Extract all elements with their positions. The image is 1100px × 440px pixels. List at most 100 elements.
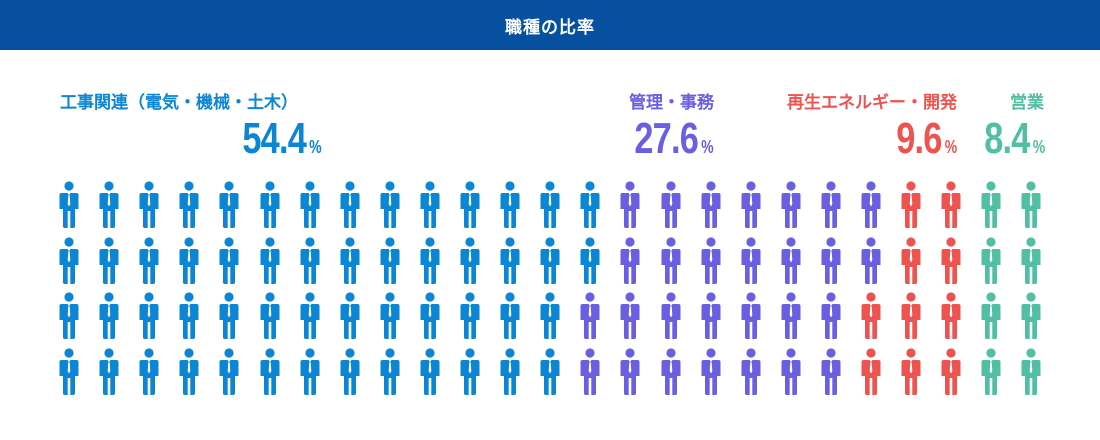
person-icon-engineering xyxy=(59,236,79,289)
person-icon-energy xyxy=(861,347,881,400)
person-icon-admin xyxy=(741,181,761,233)
person-icon-energy xyxy=(901,292,921,344)
person-icon-engineering xyxy=(500,181,520,233)
person-icon-engineering xyxy=(99,181,119,233)
person-icon-engineering xyxy=(179,292,199,344)
person-icon-engineering xyxy=(59,292,79,344)
person-icon-sales xyxy=(1021,292,1041,344)
person-icon-admin xyxy=(661,347,681,400)
person-icon-sales xyxy=(981,181,1001,233)
person-icon-engineering xyxy=(540,236,560,289)
value-sales: 8.4% xyxy=(984,117,1045,161)
person-icon-engineering xyxy=(420,292,440,344)
label-admin: 管理・事務 xyxy=(629,93,714,113)
person-icon-engineering xyxy=(540,347,560,400)
person-icon-engineering xyxy=(260,292,280,344)
person-icon-admin xyxy=(701,292,721,344)
person-icon-engineering xyxy=(380,347,400,400)
person-icon-energy xyxy=(901,347,921,400)
person-icon-admin xyxy=(781,181,801,233)
person-icon-engineering xyxy=(340,292,360,344)
value-energy-unit: % xyxy=(944,137,957,157)
person-icon-admin xyxy=(821,292,841,344)
person-icon-engineering xyxy=(219,347,239,400)
chart-title: 職種の比率 xyxy=(505,17,595,38)
person-icon-engineering xyxy=(260,181,280,233)
person-icon-energy xyxy=(941,292,961,344)
person-icon-engineering xyxy=(300,292,320,344)
person-icon-engineering xyxy=(500,292,520,344)
person-icon-engineering xyxy=(99,236,119,289)
person-icon-engineering xyxy=(540,292,560,344)
person-icon-engineering xyxy=(179,236,199,289)
value-sales-number: 8.4 xyxy=(984,114,1030,163)
person-icon-engineering xyxy=(300,181,320,233)
person-icon-energy xyxy=(901,181,921,233)
person-icon-engineering xyxy=(59,347,79,400)
person-icon-admin xyxy=(620,292,640,344)
person-icon-engineering xyxy=(580,181,600,233)
person-icon-engineering xyxy=(460,181,480,233)
person-icon-sales xyxy=(981,236,1001,289)
person-icon-admin xyxy=(821,181,841,233)
person-icon-admin xyxy=(781,236,801,289)
person-icon-engineering xyxy=(219,292,239,344)
person-icon-admin xyxy=(580,292,600,344)
title-bar: 職種の比率 xyxy=(0,0,1100,50)
person-icon-engineering xyxy=(59,181,79,233)
person-icon-engineering xyxy=(260,347,280,400)
person-icon-sales xyxy=(981,347,1001,400)
person-icon-admin xyxy=(701,347,721,400)
person-icon-admin xyxy=(580,347,600,400)
person-icon-admin xyxy=(781,347,801,400)
person-icon-engineering xyxy=(219,236,239,289)
person-icon-engineering xyxy=(380,181,400,233)
person-icon-admin xyxy=(661,236,681,289)
person-icon-admin xyxy=(661,292,681,344)
person-icon-admin xyxy=(861,181,881,233)
person-icon-energy xyxy=(941,236,961,289)
person-icon-engineering xyxy=(460,347,480,400)
person-icon-sales xyxy=(1021,236,1041,289)
value-engineering-unit: % xyxy=(309,137,322,157)
person-icon-admin xyxy=(821,347,841,400)
person-icon-admin xyxy=(741,347,761,400)
person-icon-engineering xyxy=(340,181,360,233)
person-icon-admin xyxy=(781,292,801,344)
label-sales: 営業 xyxy=(1010,93,1044,113)
value-energy: 9.6% xyxy=(896,117,957,161)
value-energy-number: 9.6 xyxy=(896,114,942,163)
person-icon-engineering xyxy=(460,236,480,289)
label-engineering: 工事関連（電気・機械・土木） xyxy=(60,93,298,113)
person-icon-admin xyxy=(821,236,841,289)
person-icon-sales xyxy=(981,292,1001,344)
person-icon-admin xyxy=(661,181,681,233)
person-icon-engineering xyxy=(420,181,440,233)
person-icon-engineering xyxy=(500,347,520,400)
value-admin: 27.6% xyxy=(635,117,714,161)
person-icon-admin xyxy=(701,181,721,233)
person-icon-engineering xyxy=(460,292,480,344)
person-icon-admin xyxy=(701,236,721,289)
person-icon-engineering xyxy=(300,347,320,400)
person-icon-engineering xyxy=(380,236,400,289)
person-icon-admin xyxy=(861,236,881,289)
person-icon-engineering xyxy=(420,236,440,289)
person-icon-engineering xyxy=(580,236,600,289)
person-icon-engineering xyxy=(260,236,280,289)
person-icon-engineering xyxy=(300,236,320,289)
person-icon-admin xyxy=(741,292,761,344)
value-admin-unit: % xyxy=(701,137,714,157)
person-icon-admin xyxy=(620,347,640,400)
value-sales-unit: % xyxy=(1032,137,1045,157)
person-icon-engineering xyxy=(540,181,560,233)
label-energy: 再生エネルギー・開発 xyxy=(787,93,957,113)
person-icon-admin xyxy=(741,236,761,289)
person-icon-engineering xyxy=(340,347,360,400)
person-icon-engineering xyxy=(139,292,159,344)
person-icon-engineering xyxy=(179,181,199,233)
person-icon-energy xyxy=(861,292,881,344)
person-icon-engineering xyxy=(99,292,119,344)
person-icon-energy xyxy=(901,236,921,289)
person-icon-engineering xyxy=(380,292,400,344)
